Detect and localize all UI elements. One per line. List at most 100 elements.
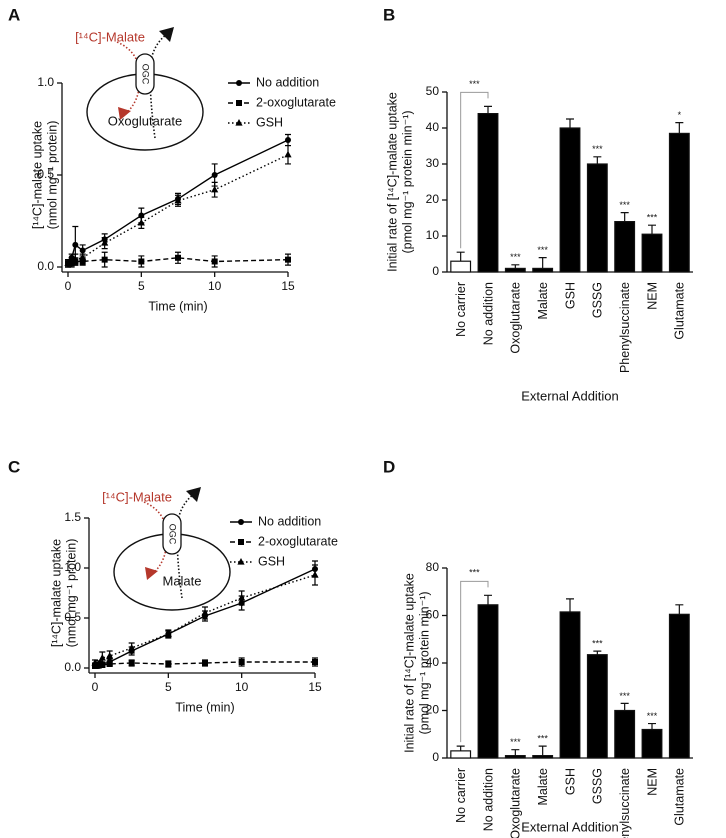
x-tick-label: 5 [165,680,172,694]
y-tick-label: 40 [426,655,440,669]
carrier [162,513,182,555]
y-axis-label: [¹⁴C]-malate uptake [49,539,63,647]
y-axis-label: (pmol mg⁻¹ protein min⁻¹) [417,591,431,734]
bar [504,755,526,759]
marker [95,660,103,667]
legend-label: 2-oxoglutarate [256,95,336,109]
y-tick-label: 20 [426,192,440,206]
carrier-label: OGC [168,524,178,545]
arrowhead [186,487,201,502]
y-axis-label: (nmol mg⁻¹ protein) [45,121,59,230]
y-axis-label: (nmol mg⁻¹ protein) [64,539,78,648]
marker [312,659,318,665]
bar [641,233,663,273]
marker [99,662,106,668]
bar [477,604,499,759]
significance-label: *** [537,734,548,744]
marker [164,630,172,637]
marker [71,255,79,263]
marker [106,652,114,659]
marker [202,660,208,666]
panel-label: C [8,457,20,476]
significance-label: *** [647,213,658,223]
error-bar [566,118,574,128]
marker [72,241,79,248]
marker [238,539,244,545]
panel-label: D [383,457,395,476]
y-tick-label: 0 [432,750,439,764]
bar [586,163,608,273]
arrowhead [145,567,158,580]
x-axis-label: Time (min) [175,700,234,714]
bar [641,728,663,759]
bar [532,755,554,759]
marker [128,644,136,651]
marker [174,196,182,204]
marker [165,661,172,667]
bar [614,221,636,273]
marker [138,258,145,265]
significance-label: *** [619,200,630,210]
marker [79,247,86,254]
significance-label: *** [592,639,603,649]
panel-label: A [8,5,20,24]
x-tick-label: 0 [65,279,72,293]
marker [211,258,218,265]
marker [285,256,291,263]
legend-label: No addition [256,75,319,89]
carrier-label: OGC [141,64,151,85]
y-tick-label: 50 [426,84,440,98]
y-tick-label: 0 [432,264,439,278]
marker [238,519,244,525]
marker [137,218,145,226]
substrate-label: [¹⁴C]-Malate [75,29,145,44]
x-tick-label: 15 [308,680,322,694]
significance-label: *** [510,737,521,747]
x-tick-label: No addition [481,282,495,345]
y-tick-label: 60 [426,608,440,622]
x-tick-label: NEM [645,282,659,310]
significance-label: *** [537,245,548,255]
error-bar [620,212,629,222]
x-tick-label: Malate [536,282,550,320]
x-tick-label: Glutamate [673,768,687,826]
x-tick-label: 15 [281,279,295,293]
substrate-path [116,41,141,115]
marker [238,659,245,665]
y-tick-label: 20 [426,703,440,717]
comparison-bracket [460,91,489,249]
y-tick-label: 40 [426,120,440,134]
legend-label: 2-oxoglutarate [258,534,338,548]
bar [668,132,690,273]
marker [64,259,72,266]
significance-label: *** [592,144,603,154]
significance-label: *** [469,79,480,89]
y-tick-label: 1.0 [37,75,54,89]
x-tick-label: 5 [138,279,145,293]
arrowhead [159,27,174,42]
y-tick-label: 30 [426,156,440,170]
marker [175,254,181,261]
error-bar [620,702,629,711]
marker [101,256,108,263]
legend-label: GSH [256,115,283,129]
marker [201,609,209,616]
marker [236,80,242,86]
x-tick-label: 10 [235,680,249,694]
error-bar [648,224,656,235]
marker [285,137,291,144]
bar [532,267,554,273]
marker [237,558,245,565]
significance-label: *** [647,711,658,721]
bar [586,654,608,759]
y-axis-label: (pmol mg⁻¹ protein min⁻¹) [400,110,414,253]
x-tick-label: Oxoglutarate [509,282,523,354]
marker [106,661,113,667]
error-bar [484,105,492,114]
significance-label: * [678,110,682,120]
x-tick-label: GSSG [591,282,605,318]
error-bar [511,749,520,756]
substrate-label: [¹⁴C]-Malate [102,489,172,504]
y-tick-label: 0.0 [37,259,54,273]
